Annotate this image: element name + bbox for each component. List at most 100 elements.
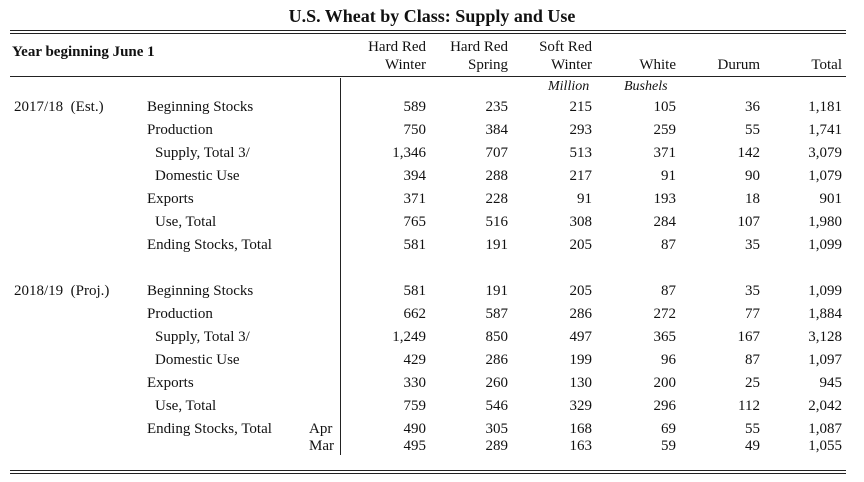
table-cell: 228: [485, 191, 509, 207]
table-cell: 330: [403, 375, 427, 391]
units-bushels: Bushels: [624, 79, 668, 94]
table-cell: 105: [653, 99, 677, 115]
header-rule: [10, 76, 846, 77]
table-cell: 2,042: [808, 398, 842, 414]
column-header-line2: Durum: [717, 57, 761, 73]
row-label: Supply, Total 3/: [155, 145, 250, 161]
table-cell: 495: [403, 438, 427, 454]
table-cell: 191: [485, 283, 509, 299]
table-cell: 497: [569, 329, 593, 345]
table-cell: 581: [403, 237, 427, 253]
table-cell: 284: [653, 214, 677, 230]
row-label: Ending Stocks, Total: [147, 237, 272, 253]
column-header-line1: Soft Red: [539, 39, 592, 55]
table-cell: 87: [745, 352, 760, 368]
table-cell: 945: [819, 375, 843, 391]
table-cell: 200: [653, 375, 677, 391]
table-cell: 750: [403, 122, 427, 138]
table-cell: 329: [569, 398, 593, 414]
row-label: Domestic Use: [155, 352, 240, 368]
column-header: White: [639, 38, 676, 74]
table-cell: 91: [577, 191, 592, 207]
column-header: Total: [811, 38, 842, 74]
table-cell: 581: [403, 283, 427, 299]
table-cell: 107: [737, 214, 761, 230]
table-cell: 112: [738, 398, 760, 414]
table-cell: 1,884: [808, 306, 842, 322]
table-cell: 215: [569, 99, 593, 115]
table-cell: 205: [569, 283, 593, 299]
table-cell: 217: [569, 168, 593, 184]
table-cell: 87: [661, 237, 676, 253]
table-cell: 3,079: [808, 145, 842, 161]
table-cell: 1,099: [808, 237, 842, 253]
row-label: Use, Total: [155, 398, 217, 414]
table-cell: 305: [485, 421, 509, 437]
row-label: Exports: [147, 191, 194, 207]
top-rule-1: [10, 30, 846, 31]
table-cell: 55: [745, 122, 760, 138]
row-label: Production: [147, 122, 213, 138]
column-header-line2: Winter: [384, 57, 426, 73]
column-header-line2: White: [639, 57, 676, 73]
bottom-rule-2: [10, 473, 846, 474]
column-header: Hard Red Winter: [368, 38, 426, 74]
table-cell: 3,128: [808, 329, 842, 345]
table-cell: 1,079: [808, 168, 842, 184]
table-cell: 1,980: [808, 214, 842, 230]
table-cell: 371: [653, 145, 677, 161]
table-cell: 371: [403, 191, 427, 207]
table-cell: 1,346: [392, 145, 426, 161]
table-cell: 429: [403, 352, 427, 368]
table-cell: 91: [661, 168, 676, 184]
table-cell: 59: [661, 438, 676, 454]
table-cell: 1,741: [808, 122, 842, 138]
top-rule-2: [10, 33, 846, 34]
row-label: Production: [147, 306, 213, 322]
table-cell: 35: [745, 237, 760, 253]
column-header-line1: Hard Red: [368, 39, 426, 55]
table-cell: 365: [653, 329, 677, 345]
table-cell: 168: [569, 421, 593, 437]
table-cell: 850: [485, 329, 509, 345]
table-cell: 296: [653, 398, 677, 414]
table-cell: 272: [653, 306, 677, 322]
table-cell: 142: [737, 145, 761, 161]
table-cell: 191: [485, 237, 509, 253]
row-label: Exports: [147, 375, 194, 391]
table-cell: 96: [661, 352, 676, 368]
row-label: Ending Stocks, Total: [147, 421, 272, 437]
period-label: 2017/18 (Est.): [14, 99, 104, 115]
table-cell: 765: [403, 214, 427, 230]
table-cell: 288: [485, 168, 509, 184]
table-cell: 308: [569, 214, 593, 230]
table-cell: 1,249: [392, 329, 426, 345]
table-cell: 516: [485, 214, 509, 230]
table-cell: 1,097: [808, 352, 842, 368]
table-cell: 289: [485, 438, 509, 454]
table-cell: 36: [745, 99, 760, 115]
table-cell: 1,055: [808, 438, 842, 454]
period-label: 2018/19 (Proj.): [14, 283, 110, 299]
column-header-line2: Winter: [550, 57, 592, 73]
table-cell: 513: [569, 145, 593, 161]
table-cell: 49: [745, 438, 760, 454]
table-cell: 130: [569, 375, 593, 391]
table-cell: 1,181: [808, 99, 842, 115]
table-cell: 1,099: [808, 283, 842, 299]
table-cell: 490: [403, 421, 427, 437]
table-cell: 707: [485, 145, 509, 161]
table-cell: 259: [653, 122, 677, 138]
row-sublabel: Mar: [309, 438, 334, 454]
table-cell: 587: [485, 306, 509, 322]
table-cell: 77: [745, 306, 760, 322]
table-cell: 199: [569, 352, 593, 368]
row-label: Supply, Total 3/: [155, 329, 250, 345]
row-label: Use, Total: [155, 214, 217, 230]
table-cell: 90: [745, 168, 760, 184]
column-header-line2: Total: [811, 57, 842, 73]
table-cell: 260: [485, 375, 509, 391]
column-header-line1: [811, 38, 842, 56]
column-header-line1: Hard Red: [450, 39, 508, 55]
table-cell: 384: [485, 122, 509, 138]
